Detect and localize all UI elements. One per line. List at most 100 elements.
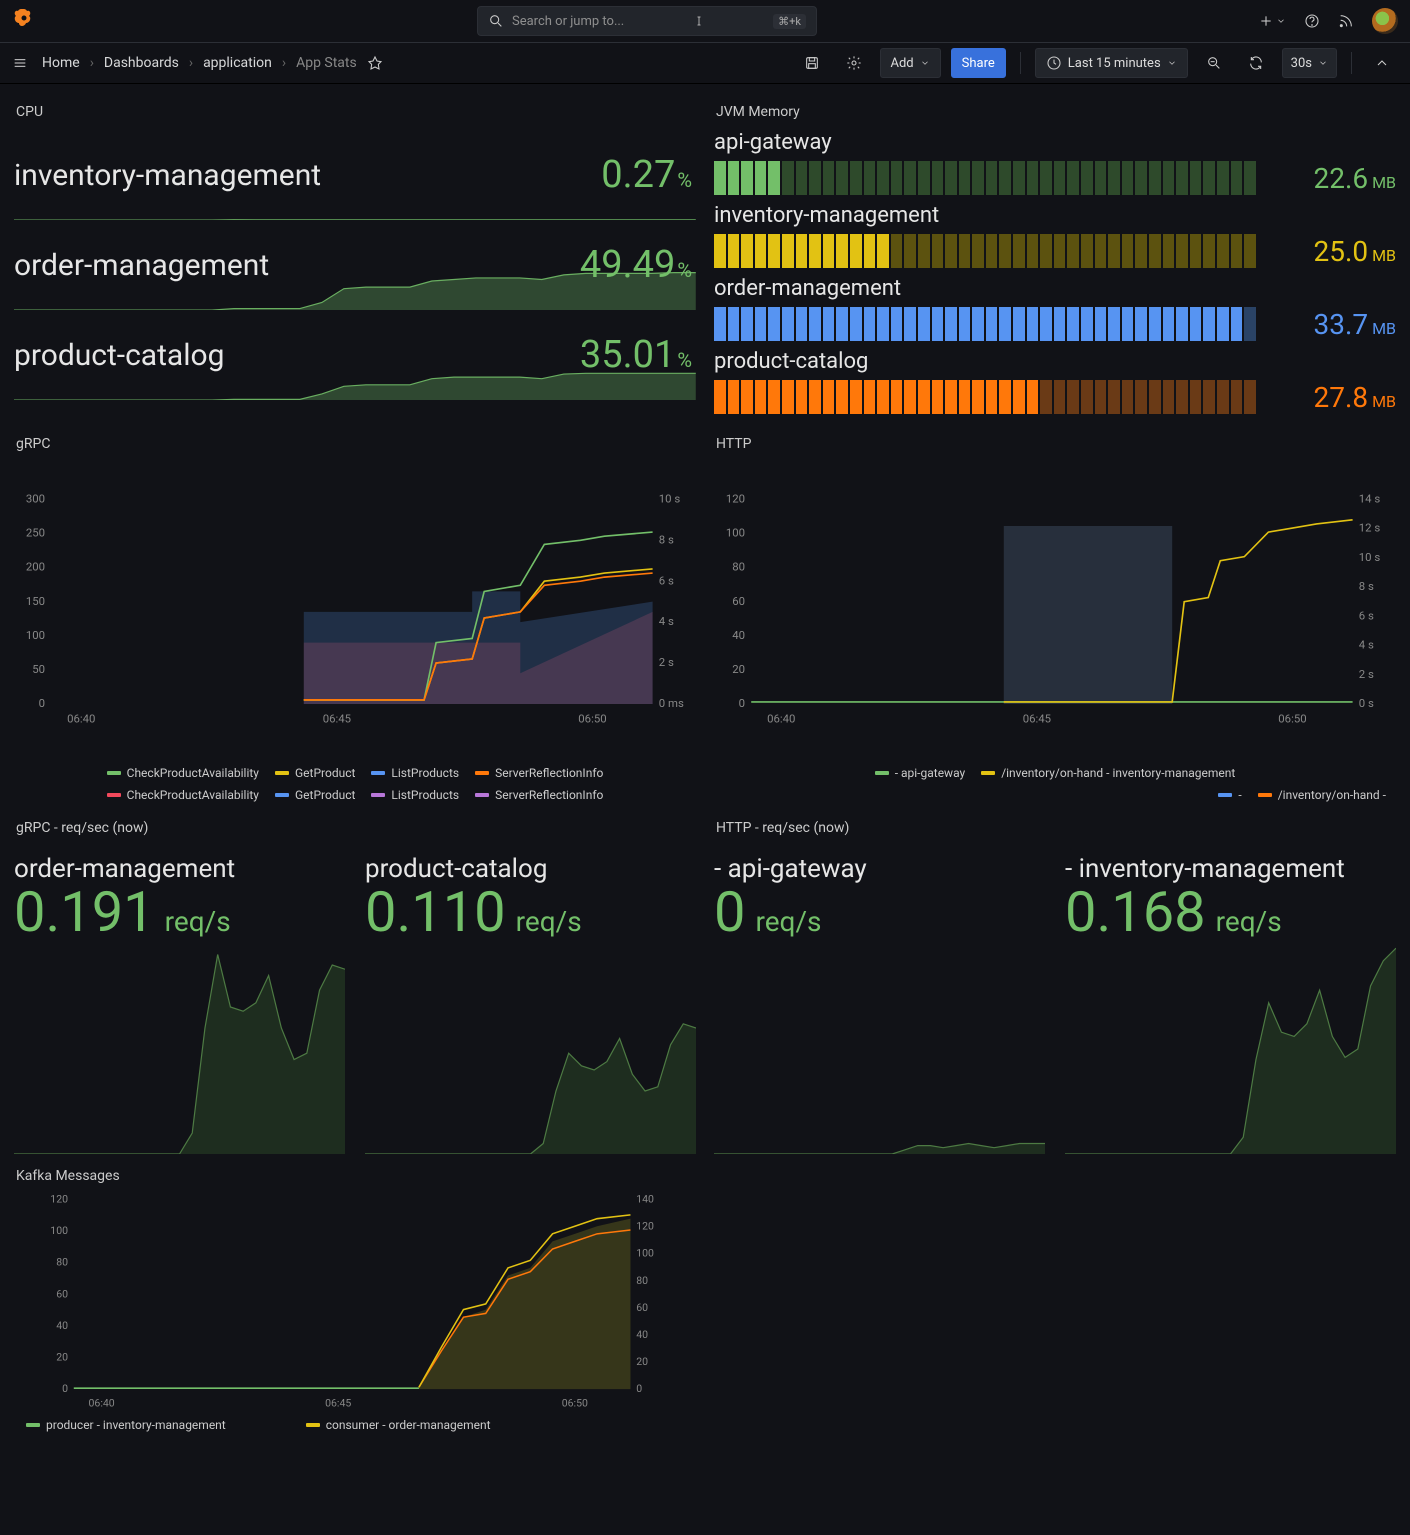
legend-item[interactable]: CheckProductAvailability (107, 788, 259, 802)
svg-text:0: 0 (739, 696, 745, 710)
chevron-down-icon (1276, 16, 1286, 26)
collapse-button[interactable] (1366, 48, 1398, 78)
refresh-button[interactable] (1240, 48, 1272, 78)
grafana-logo-icon[interactable] (12, 7, 36, 35)
svg-text:150: 150 (26, 594, 45, 608)
svg-text:06:45: 06:45 (1023, 712, 1051, 726)
share-button[interactable]: Share (951, 48, 1006, 78)
jvm-row[interactable]: order-management 33.7MB (714, 276, 1396, 341)
svg-text:0: 0 (39, 696, 45, 710)
svg-text:60: 60 (636, 1301, 648, 1314)
save-icon (804, 55, 820, 71)
panel-title: CPU (16, 104, 696, 120)
panel-grpc-rate: gRPC - req/sec (now) order-management 0.… (14, 810, 696, 1158)
svg-text:200: 200 (26, 560, 45, 574)
jvm-bar (714, 380, 1256, 414)
svg-text:100: 100 (26, 628, 45, 642)
add-menu[interactable] (1258, 13, 1286, 29)
jvm-name: product-catalog (714, 349, 1396, 374)
jvm-row[interactable]: inventory-management 25.0MB (714, 203, 1396, 268)
cpu-row[interactable]: product-catalog 35.01% (14, 310, 696, 400)
crumb-dashboards[interactable]: Dashboards (104, 55, 179, 71)
legend-item[interactable]: ServerReflectionInfo (475, 788, 603, 802)
jvm-row[interactable]: product-catalog 27.8MB (714, 349, 1396, 414)
save-button[interactable] (796, 48, 828, 78)
svg-text:40: 40 (636, 1328, 648, 1341)
legend-item[interactable]: - (1218, 788, 1241, 802)
legend-item[interactable]: consumer - order-management (306, 1418, 491, 1432)
zoom-out-icon (1206, 55, 1222, 71)
cpu-row[interactable]: order-management 49.49% (14, 220, 696, 310)
search-placeholder: Search or jump to... (512, 14, 624, 29)
gear-icon (846, 55, 862, 71)
rss-icon[interactable] (1338, 13, 1354, 29)
svg-text:06:40: 06:40 (67, 712, 95, 726)
svg-text:40: 40 (56, 1319, 68, 1332)
crumb-home[interactable]: Home (42, 55, 80, 71)
legend: - api-gateway/inventory/on-hand - invent… (714, 762, 1396, 784)
rate-name: - api-gateway (714, 854, 1045, 884)
cpu-row[interactable]: inventory-management 0.27% (14, 130, 696, 220)
kafka-chart[interactable]: 02040608010012002040608010012014006:4006… (14, 1194, 696, 1414)
svg-text:80: 80 (636, 1274, 648, 1287)
http-chart[interactable]: 0204060801001200 s2 s4 s6 s8 s10 s12 s14… (714, 462, 1396, 762)
topbar: Search or jump to... ⌘+k (0, 0, 1410, 42)
legend-item[interactable]: - api-gateway (875, 766, 965, 780)
legend-item[interactable]: /inventory/on-hand - inventory-managemen… (981, 766, 1235, 780)
svg-text:250: 250 (26, 526, 45, 540)
svg-text:2 s: 2 s (659, 655, 674, 669)
navbar: Home › Dashboards › application › App St… (0, 42, 1410, 84)
panel-http-rate: HTTP - req/sec (now) - api-gateway 0req/… (714, 810, 1396, 1158)
svg-text:8 s: 8 s (1359, 579, 1374, 593)
avatar[interactable] (1372, 8, 1398, 34)
help-icon[interactable] (1304, 13, 1320, 29)
svg-text:10 s: 10 s (1359, 550, 1381, 564)
rate-value: 0.168req/s (1065, 884, 1396, 940)
rate-col[interactable]: - inventory-management 0.168req/s (1065, 846, 1396, 1154)
search-input[interactable]: Search or jump to... ⌘+k (477, 6, 817, 36)
settings-button[interactable] (838, 48, 870, 78)
jvm-row[interactable]: api-gateway 22.6MB (714, 130, 1396, 195)
zoom-out-button[interactable] (1198, 48, 1230, 78)
svg-text:6 s: 6 s (1359, 608, 1374, 622)
svg-text:100: 100 (50, 1224, 68, 1237)
rate-col[interactable]: - api-gateway 0req/s (714, 846, 1045, 1154)
legend-item[interactable]: GetProduct (275, 766, 355, 780)
panel-grpc: gRPC 0501001502002503000 ms2 s4 s6 s8 s1… (14, 426, 696, 810)
panel-title: Kafka Messages (16, 1168, 696, 1184)
crumb-folder[interactable]: application (203, 55, 272, 71)
svg-text:0 s: 0 s (1359, 696, 1374, 710)
chevron-up-icon (1374, 55, 1390, 71)
legend-item[interactable]: CheckProductAvailability (107, 766, 259, 780)
refresh-interval[interactable]: 30s (1282, 48, 1337, 78)
svg-text:100: 100 (636, 1247, 654, 1260)
rate-col[interactable]: order-management 0.191req/s (14, 846, 345, 1154)
legend-item[interactable]: /inventory/on-hand - (1258, 788, 1386, 802)
star-icon[interactable] (367, 55, 383, 71)
search-kbd: ⌘+k (773, 14, 806, 29)
search-icon (488, 13, 504, 29)
svg-text:0: 0 (62, 1382, 68, 1395)
legend-item[interactable]: ServerReflectionInfo (475, 766, 603, 780)
chevron-down-icon (920, 58, 930, 68)
timerange-picker[interactable]: Last 15 minutes (1035, 48, 1188, 78)
menu-icon[interactable] (12, 55, 28, 71)
legend-item[interactable]: GetProduct (275, 788, 355, 802)
panel-title: HTTP (716, 436, 1396, 452)
svg-text:120: 120 (726, 491, 745, 505)
rate-col[interactable]: product-catalog 0.110req/s (365, 846, 696, 1154)
legend-item[interactable]: producer - inventory-management (26, 1418, 226, 1432)
jvm-value: 33.7MB (1276, 308, 1396, 341)
jvm-bar (714, 234, 1256, 268)
legend-item[interactable]: ListProducts (371, 766, 459, 780)
svg-text:06:50: 06:50 (1278, 712, 1306, 726)
jvm-name: inventory-management (714, 203, 1396, 228)
jvm-name: order-management (714, 276, 1396, 301)
grpc-chart[interactable]: 0501001502002503000 ms2 s4 s6 s8 s10 s06… (14, 462, 696, 762)
rate-value: 0req/s (714, 884, 1045, 940)
chevron-down-icon (1318, 58, 1328, 68)
svg-text:120: 120 (636, 1220, 654, 1233)
add-button[interactable]: Add (880, 48, 941, 78)
legend-item[interactable]: ListProducts (371, 788, 459, 802)
svg-text:14 s: 14 s (1359, 491, 1381, 505)
